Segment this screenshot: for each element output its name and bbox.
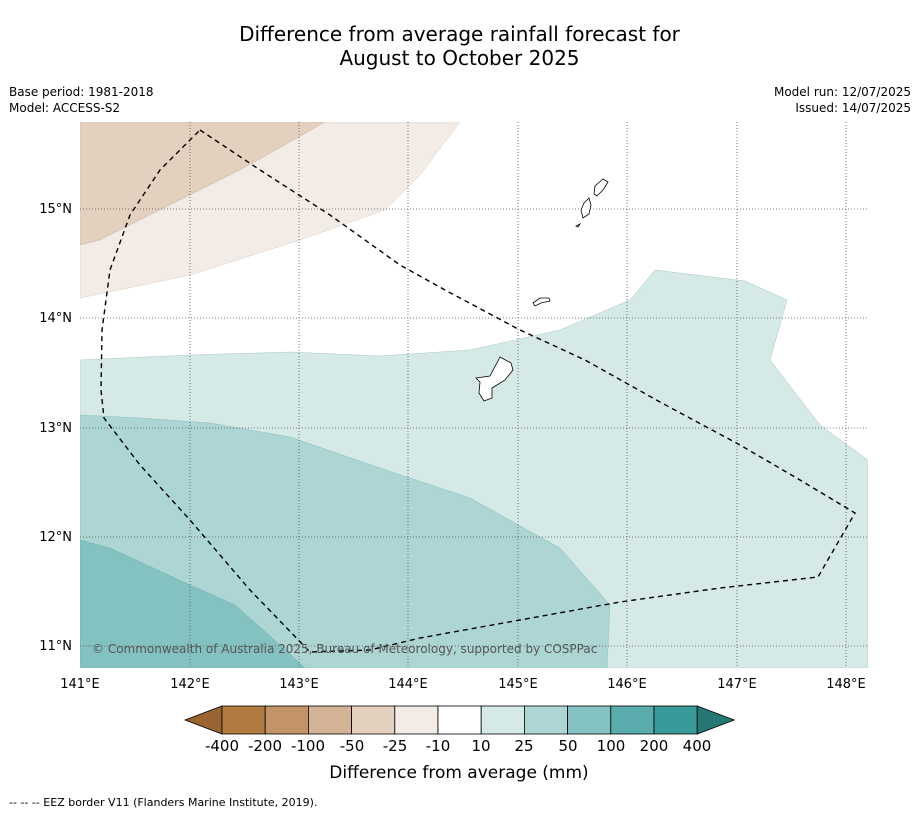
colorbar-label: 200 [640,737,669,755]
lat-tick: 13°N [39,421,72,436]
colorbar-label: -25 [383,737,408,755]
gridlines [80,122,868,668]
title-line-1: Difference from average rainfall forecas… [239,22,680,46]
colorbar-swatch [480,705,525,735]
colorbar-swatch [610,705,655,735]
colorbar-label: -10 [426,737,451,755]
colorbar-label: -400 [205,737,239,755]
lat-tick: 11°N [39,639,72,654]
model-name: Model: ACCESS-S2 [9,101,121,115]
lon-tick: 141°E [60,677,100,692]
colorbar-label: -50 [340,737,365,755]
island-aguijan [575,222,582,228]
colorbar-label: 400 [683,737,712,755]
meta-right: Model run: 12/07/2025 Issued: 14/07/2025 [774,84,911,116]
colorbar-swatch [221,705,266,735]
lon-tick: 147°E [717,677,757,692]
lat-tick: 14°N [39,311,72,326]
lon-tick: 148°E [826,677,866,692]
region-50-to-100 [80,539,306,668]
issued-date: Issued: 14/07/2025 [795,101,911,115]
colorbar-label: 10 [471,737,490,755]
island-tinian [580,197,592,219]
lon-tick: 146°E [607,677,647,692]
colorbar-swatch [264,705,309,735]
colorbar-label: -200 [248,737,282,755]
colorbar-arrow-low [183,705,223,735]
meta-left: Base period: 1981-2018 Model: ACCESS-S2 [9,84,154,116]
eez-border [100,129,856,653]
colorbar-labels: -400 -200 -100 -50 -25 -10 10 25 50 100 … [205,737,711,755]
eez-footnote: -- -- -- EEZ border V11 (Flanders Marine… [9,796,318,809]
lon-tick: 144°E [388,677,428,692]
axis-labels: 141°E 142°E 143°E 144°E 145°E 146°E 147°… [39,202,866,692]
colorbar-swatch [394,705,439,735]
colorbar-label: -100 [291,737,325,755]
model-run: Model run: 12/07/2025 [773,85,911,99]
colorbar-swatch [351,705,396,735]
colorbar-label: 50 [558,737,577,755]
colorbar-label: 100 [597,737,626,755]
colorbar-title: Difference from average (mm) [329,763,588,783]
island-guam [475,356,514,402]
island-rota [532,297,551,307]
colorbar-swatch [524,705,569,735]
base-period: Base period: 1981-2018 [9,85,154,99]
lon-tick: 142°E [170,677,210,692]
colorbar-swatch [653,705,698,735]
lon-tick: 143°E [279,677,319,692]
island-saipan [593,178,609,197]
colorbar-swatch [437,705,482,735]
map-title: Difference from average rainfall forecas… [0,22,919,70]
colorbar-arrow-high [696,705,736,735]
copyright-text: © Commonwealth of Australia 2025, Bureau… [92,642,597,656]
title-line-2: August to October 2025 [339,46,580,70]
lat-tick: 15°N [39,202,72,217]
lon-tick: 145°E [498,677,538,692]
islands [475,178,609,402]
colorbar [183,705,736,735]
colorbar-label: 25 [514,737,533,755]
lat-tick: 12°N [39,530,72,545]
colorbar-swatch [307,705,352,735]
colorbar-swatch [567,705,612,735]
map-area: © Commonwealth of Australia 2025, Bureau… [80,122,868,668]
